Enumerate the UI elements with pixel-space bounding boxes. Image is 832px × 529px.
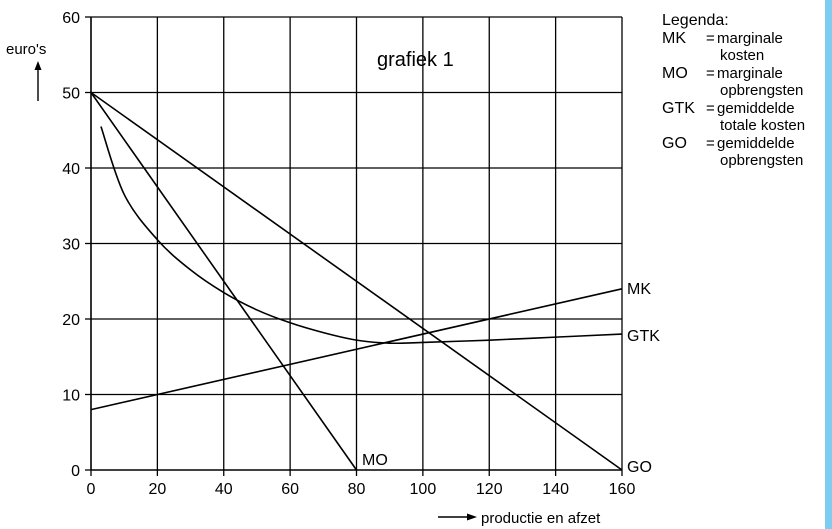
legend-item-mk: MK = marginale — [662, 30, 832, 48]
legend-desc: gemiddelde — [717, 134, 795, 152]
x-tick-label: 80 — [348, 481, 366, 498]
legend-cont: totale kosten — [720, 117, 806, 134]
x-tick-label: 0 — [87, 481, 96, 498]
legend-abbr: MK — [662, 29, 686, 47]
x-tick-label: 40 — [215, 481, 233, 498]
legend-cont: opbrengsten — [720, 82, 804, 99]
legend-heading: Legenda: — [662, 12, 729, 29]
legend-desc: gemiddelde — [717, 99, 795, 117]
series-line-gtk — [100, 126, 623, 345]
legend-abbr: MO — [662, 64, 688, 82]
legend-cont: kosten — [720, 47, 765, 64]
legend-abbr: GTK — [662, 99, 695, 117]
x-axis-arrow-icon — [438, 513, 477, 521]
x-tick-label: 120 — [476, 481, 503, 498]
x-tick-label: 20 — [148, 481, 166, 498]
y-tick-label: 50 — [62, 86, 80, 103]
chart-title: grafiek 1 — [377, 49, 454, 71]
legend-item-go: GO = gemiddelde — [662, 135, 832, 153]
legend-item-gtk-cont: totale kosten — [662, 117, 832, 135]
y-tick-label: 30 — [62, 237, 80, 254]
series-line-mo — [90, 92, 358, 471]
legend-cont: opbrengsten — [720, 152, 804, 169]
legend-item-mo-cont: opbrengsten — [662, 82, 832, 100]
series-label-mk: MK — [627, 281, 651, 298]
legend-item-go-cont: opbrengsten — [662, 152, 832, 170]
series-label-mo: MO — [362, 452, 388, 469]
x-tick-label: 140 — [542, 481, 569, 498]
y-axis-arrow-icon — [34, 61, 42, 101]
grid — [91, 16, 623, 470]
legend-eq: = — [706, 134, 715, 152]
y-tick-label: 40 — [62, 161, 80, 178]
legend-abbr: GO — [662, 134, 687, 152]
x-tick-label: 60 — [281, 481, 299, 498]
x-tick-label: 100 — [410, 481, 437, 498]
tick-labels: 0 10 20 30 40 50 60 0 20 40 60 80 100 120 140 160 — [62, 10, 635, 498]
legend-desc: marginale — [717, 29, 783, 47]
y-tick-label: 0 — [71, 463, 80, 480]
series-label-go: GO — [627, 459, 652, 476]
series-label-gtk: GTK — [627, 328, 660, 345]
legend: Legenda: MK = marginale kosten MO = marg… — [662, 12, 832, 170]
legend-item-mo: MO = marginale — [662, 65, 832, 83]
y-tick-label: 60 — [62, 10, 80, 27]
window-edge-strip — [825, 0, 832, 529]
x-tick-label: 160 — [609, 481, 636, 498]
legend-item-gtk: GTK = gemiddelde — [662, 100, 832, 118]
series-line-go — [90, 91, 623, 471]
legend-eq: = — [706, 64, 715, 82]
x-axis-label: productie en afzet — [481, 510, 601, 527]
legend-eq: = — [706, 99, 715, 117]
y-tick-label: 20 — [62, 312, 80, 329]
legend-desc: marginale — [717, 64, 783, 82]
series-lines — [90, 91, 623, 471]
series-labels: MK MO GO GTK — [362, 281, 660, 476]
series-line-mk — [90, 288, 623, 411]
axes — [85, 16, 623, 476]
legend-eq: = — [706, 29, 715, 47]
y-tick-label: 10 — [62, 388, 80, 405]
y-axis-label: euro's — [6, 41, 46, 58]
legend-item-mk-cont: kosten — [662, 47, 832, 65]
